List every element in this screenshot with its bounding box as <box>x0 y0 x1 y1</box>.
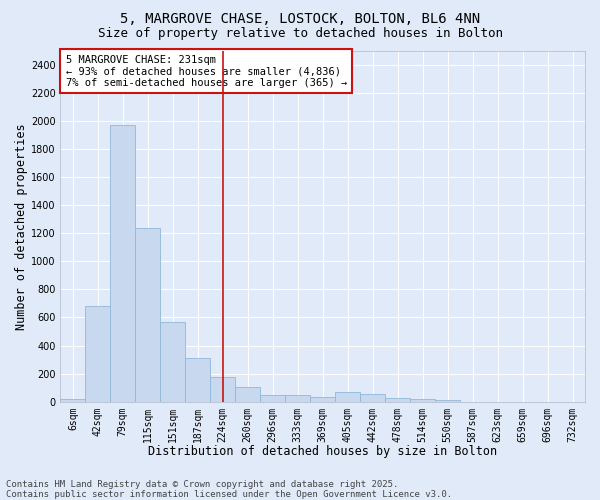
Bar <box>85 306 110 402</box>
Bar <box>310 398 335 402</box>
Bar <box>235 387 260 402</box>
Bar <box>260 394 285 402</box>
Bar <box>160 322 185 402</box>
Bar <box>110 126 136 402</box>
Text: 5, MARGROVE CHASE, LOSTOCK, BOLTON, BL6 4NN: 5, MARGROVE CHASE, LOSTOCK, BOLTON, BL6 … <box>120 12 480 26</box>
Bar <box>285 396 310 402</box>
Text: 5 MARGROVE CHASE: 231sqm
← 93% of detached houses are smaller (4,836)
7% of semi: 5 MARGROVE CHASE: 231sqm ← 93% of detach… <box>65 54 347 88</box>
Bar <box>385 398 410 402</box>
Bar <box>435 400 460 402</box>
Bar <box>136 228 160 402</box>
Bar <box>61 399 85 402</box>
Text: Size of property relative to detached houses in Bolton: Size of property relative to detached ho… <box>97 28 503 40</box>
Text: Contains HM Land Registry data © Crown copyright and database right 2025.
Contai: Contains HM Land Registry data © Crown c… <box>6 480 452 499</box>
X-axis label: Distribution of detached houses by size in Bolton: Distribution of detached houses by size … <box>148 444 497 458</box>
Bar <box>185 358 210 402</box>
Bar <box>335 392 360 402</box>
Bar <box>210 377 235 402</box>
Bar <box>410 399 435 402</box>
Y-axis label: Number of detached properties: Number of detached properties <box>15 123 28 330</box>
Bar <box>360 394 385 402</box>
